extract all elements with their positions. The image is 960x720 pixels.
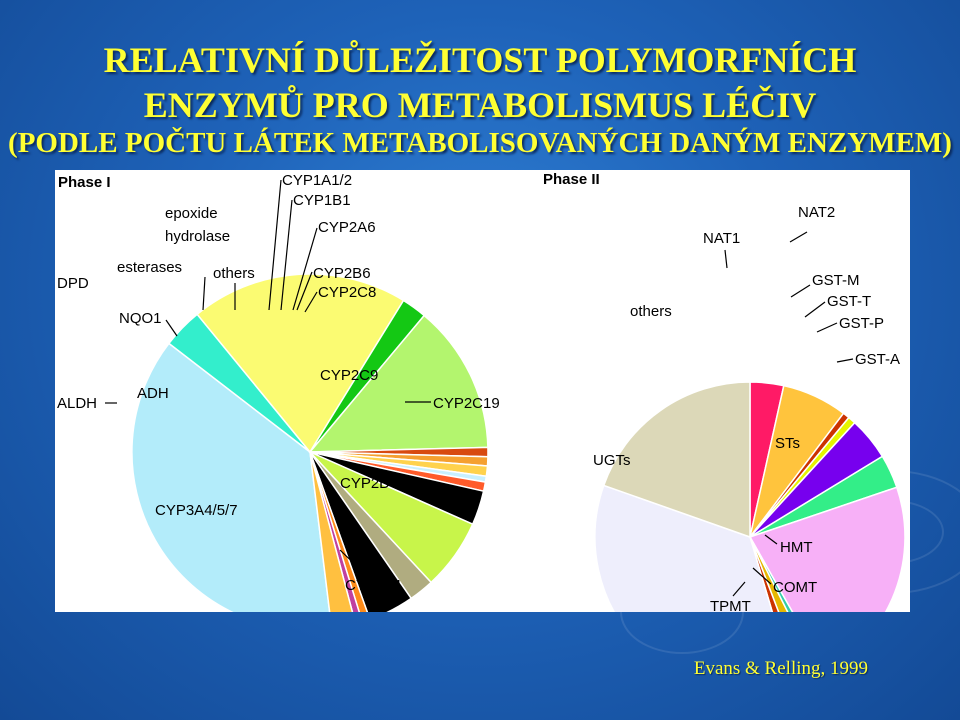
slice-label-cyp2e1: CYP2E1 <box>345 577 403 594</box>
slice-label-sts: STs <box>775 435 800 452</box>
slice-label-nqo1: NQO1 <box>119 310 162 327</box>
slice-label-nat2: NAT2 <box>798 204 835 221</box>
slide-subtitle: (PODLE POČTU LÁTEK METABOLISOVANÝCH DANÝ… <box>8 127 952 159</box>
leader-line-cyp1b1 <box>280 199 293 311</box>
slide-title-line-1: RELATIVNÍ DŮLEŽITOST POLYMORFNÍCH <box>103 40 857 80</box>
phase-1-title: Phase I <box>58 174 111 191</box>
leader-line-cyp1a1-2 <box>268 179 282 311</box>
slice-label-gst-p: GST-P <box>839 315 884 332</box>
leader-line-gst-p <box>816 322 838 333</box>
pie-slice-comt <box>749 536 789 612</box>
slice-label-gst-m: GST-M <box>812 272 860 289</box>
leader-line-cyp2c8 <box>304 291 318 313</box>
slice-label-others: others <box>213 265 255 282</box>
pie-slice-cyp3a4-5-7 <box>131 342 331 612</box>
pie-charts: Phase I Phase II CYP3A4/5/7CYP2E1CYP2D6C… <box>57 171 906 612</box>
pie-slice-cyp2c9 <box>308 314 489 453</box>
chart-panel: Phase I Phase II CYP3A4/5/7 CYP2E1 CYP2D6 C… <box>55 170 910 612</box>
leader-line-hmt <box>764 534 778 545</box>
slice-label-cyp1a1-2: CYP1A1/2 <box>282 172 352 189</box>
slice-label-gst-t: GST-T <box>827 293 871 310</box>
slice-label-ugts: UGTs <box>593 452 631 469</box>
slice-label-cyp1b1: CYP1B1 <box>293 192 351 209</box>
phase-1-pie: CYP3A4/5/7 CYP2E1 CYP2D6 CYP2C19 CYP2C9 CYP2C… <box>57 172 500 612</box>
phase-2-pie: NAT1 NAT2 GST-M GST-T GST-P GST-A STs HMT COMT TP… <box>593 204 906 612</box>
slice-label-gst-a: GST-A <box>855 351 900 368</box>
slice-label-adh: ADH <box>137 385 169 402</box>
citation: Evans & Relling, 1999 <box>693 658 868 679</box>
slice-label-nat1: NAT1 <box>703 230 740 247</box>
slice-label-cyp2c8: CYP2C8 <box>318 284 376 301</box>
slice-label-epoxide-hydrolase-part2: hydrolase <box>165 228 230 245</box>
pie-slice-cyp2d6 <box>196 273 405 454</box>
leader-line-cyp2a6 <box>292 227 318 311</box>
slice-label-hmt: HMT <box>780 539 813 556</box>
phase-2-title: Phase II <box>543 171 600 188</box>
slice-label-tpmt: TPMT <box>710 598 751 612</box>
slice-label-cyp2a6: CYP2A6 <box>318 219 376 236</box>
slice-label-dpd: DPD <box>57 275 89 292</box>
pie-slice-tpmt <box>749 536 780 612</box>
slice-label-others: others <box>630 303 672 320</box>
leader-line-cyp2e1 <box>339 549 369 578</box>
slice-label-cyp2d6: CYP2D6 <box>340 475 398 492</box>
pie-slice-hmt <box>749 536 794 612</box>
pie-slice-nqo1 <box>309 451 413 612</box>
pie-slice-dpd <box>309 451 369 612</box>
pie-slice-aldh <box>309 451 354 612</box>
leader-line-cyp2b6 <box>296 271 313 311</box>
slice-label-aldh: ALDH <box>57 395 97 412</box>
slice-label-cyp2c9: CYP2C9 <box>320 367 378 384</box>
leader-line-esterases <box>202 276 206 311</box>
pie-slice-others <box>602 381 751 539</box>
leader-line-gst-t <box>804 301 826 318</box>
pie-slice-sts <box>748 486 906 612</box>
leader-line-nqo1 <box>165 319 178 337</box>
pie-slice-adh <box>309 451 360 612</box>
slice-label-cyp2c19: CYP2C19 <box>433 395 500 412</box>
leader-line-comt <box>752 567 772 585</box>
slide-title-line-2: ENZYMŮ PRO METABOLISMUS LÉČIV <box>143 85 817 125</box>
leader-line-tpmt <box>732 581 746 597</box>
leader-line-nat2 <box>789 231 808 243</box>
slice-label-epoxide-hydrolase-part1: epoxide <box>165 205 218 222</box>
leader-line-nat1 <box>724 249 728 269</box>
slice-label-cyp3a4-5-7: CYP3A4/5/7 <box>155 502 238 519</box>
slice-label-esterases: esterases <box>117 259 182 276</box>
slice-label-comt: COMT <box>773 579 817 596</box>
pie-slice-ugts <box>594 484 774 612</box>
slice-label-cyp2b6: CYP2B6 <box>313 265 371 282</box>
leader-line-gst-a <box>836 358 854 363</box>
leader-line-gst-m <box>790 284 811 298</box>
